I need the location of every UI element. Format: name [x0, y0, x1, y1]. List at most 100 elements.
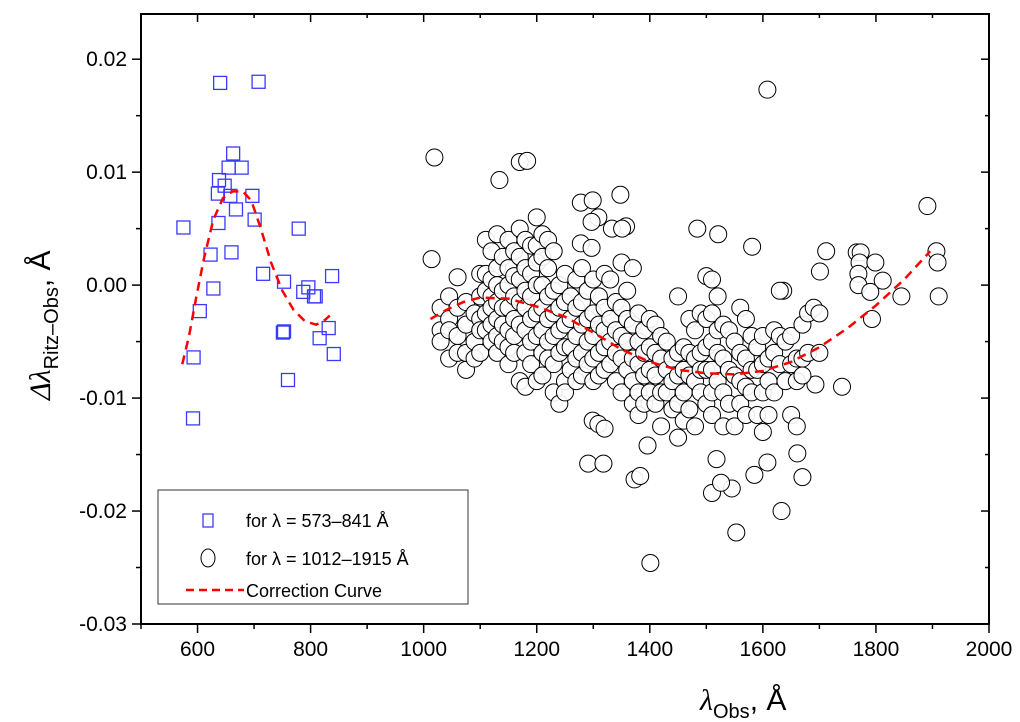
plot-frame — [140, 13, 990, 625]
y-tick-label: 0.02 — [86, 48, 127, 71]
data-point-circle — [758, 80, 777, 99]
data-point-circle — [631, 467, 650, 486]
data-point-square — [308, 289, 323, 304]
x-tick-label: 1800 — [853, 638, 900, 661]
data-point-circle — [669, 428, 688, 447]
data-point-circle — [743, 237, 762, 256]
data-point-circle — [669, 287, 688, 306]
data-point-circle — [582, 238, 601, 257]
data-point-circle — [765, 383, 784, 402]
data-point-circle — [680, 400, 699, 419]
legend-square-marker — [202, 513, 214, 528]
data-point-circle — [518, 151, 537, 170]
data-point-circle — [686, 321, 705, 340]
data-point-circle — [788, 444, 807, 463]
axis-ticks: 600 800 1000 1200 1400 1600 1800 2000 -0.03 -0.02… — [79, 14, 1012, 661]
data-point-circle — [753, 422, 772, 441]
data-point-square — [275, 325, 291, 340]
data-point-circle — [583, 191, 602, 210]
data-point-circle — [833, 377, 852, 396]
data-point-square — [186, 350, 201, 365]
data-point-circle — [618, 281, 637, 300]
data-point-circle — [759, 406, 778, 425]
data-point-circle — [422, 250, 441, 269]
data-point-circle — [594, 454, 613, 473]
data-point-circle — [582, 212, 601, 231]
data-point-circle — [556, 383, 574, 402]
data-point-circle — [533, 366, 552, 385]
legend-label-circles: for λ = 1012–1915 Å — [246, 549, 409, 569]
data-point-circle — [652, 417, 671, 436]
data-point-square — [291, 221, 306, 236]
data-point-circle — [490, 171, 509, 190]
correction-curve — [181, 190, 331, 365]
data-point-circle — [707, 450, 726, 469]
data-point-circle — [810, 343, 829, 362]
data-point-circle — [793, 468, 812, 487]
x-axis-label: λObs, Å — [699, 684, 786, 722]
data-point-square — [301, 280, 316, 295]
legend-label-squares: for λ = 573–841 Å — [246, 511, 389, 531]
data-point-circle — [892, 287, 911, 306]
y-tick-label: -0.01 — [79, 387, 127, 410]
data-point-circle — [866, 253, 885, 272]
legend: for λ = 573–841 Å for λ = 1012–1915 Å Co… — [157, 489, 469, 605]
data-point-circle — [787, 417, 806, 436]
data-point-circle — [601, 270, 620, 289]
data-point-square — [185, 411, 201, 426]
data-point-circle — [686, 417, 705, 436]
x-tick-label: 1200 — [513, 638, 560, 661]
data-point-circle — [806, 375, 825, 394]
legend-box — [157, 489, 469, 605]
legend-circle-marker — [200, 548, 216, 568]
data-point-square — [326, 346, 341, 362]
data-point-circle — [810, 262, 829, 281]
data-point-circle — [702, 406, 721, 425]
data-point-square — [312, 331, 327, 346]
data-point-square — [234, 160, 249, 175]
data-point-circle — [928, 253, 947, 272]
x-tick-label: 600 — [180, 638, 215, 661]
y-tick-label: 0.00 — [86, 274, 127, 297]
data-point-square — [324, 268, 340, 284]
data-point-circle — [702, 304, 721, 323]
data-point-circle — [712, 473, 731, 492]
x-tick-label: 2000 — [966, 638, 1013, 661]
data-point-square — [280, 372, 296, 388]
data-point-circle — [772, 502, 791, 521]
data-point-circle — [727, 523, 746, 542]
data-point-circle — [613, 219, 632, 238]
data-point-square — [276, 324, 292, 339]
plot-marks — [176, 74, 948, 572]
data-point-square — [192, 303, 207, 319]
legend-label-curve: Correction Curve — [246, 581, 382, 601]
data-point-circle — [544, 242, 563, 261]
data-point-circle — [810, 304, 829, 323]
y-tick-label: -0.03 — [79, 613, 127, 636]
data-point-circle — [579, 454, 598, 473]
data-point-circle — [770, 281, 789, 300]
data-point-square — [211, 215, 226, 231]
data-point-circle — [623, 259, 642, 278]
data-point-circle — [817, 242, 836, 261]
data-point-square — [176, 220, 191, 235]
data-point-circle — [638, 436, 657, 455]
data-point-square — [251, 74, 266, 89]
data-point-square — [224, 245, 239, 260]
y-tick-label: -0.02 — [79, 500, 127, 523]
correction-curve — [429, 250, 932, 376]
data-point-circle — [782, 326, 801, 345]
data-point-square — [212, 75, 228, 91]
x-tick-label: 1600 — [740, 638, 787, 661]
data-point-circle — [527, 208, 546, 227]
data-point-circle — [709, 225, 728, 244]
data-point-circle — [539, 259, 558, 278]
data-point-square — [211, 172, 227, 188]
data-point-circle — [611, 185, 630, 204]
data-point-square — [225, 146, 241, 161]
data-point-circle — [793, 366, 812, 385]
data-point-circle — [862, 310, 881, 328]
data-point-square — [221, 160, 236, 175]
x-tick-label: 1400 — [626, 638, 673, 661]
